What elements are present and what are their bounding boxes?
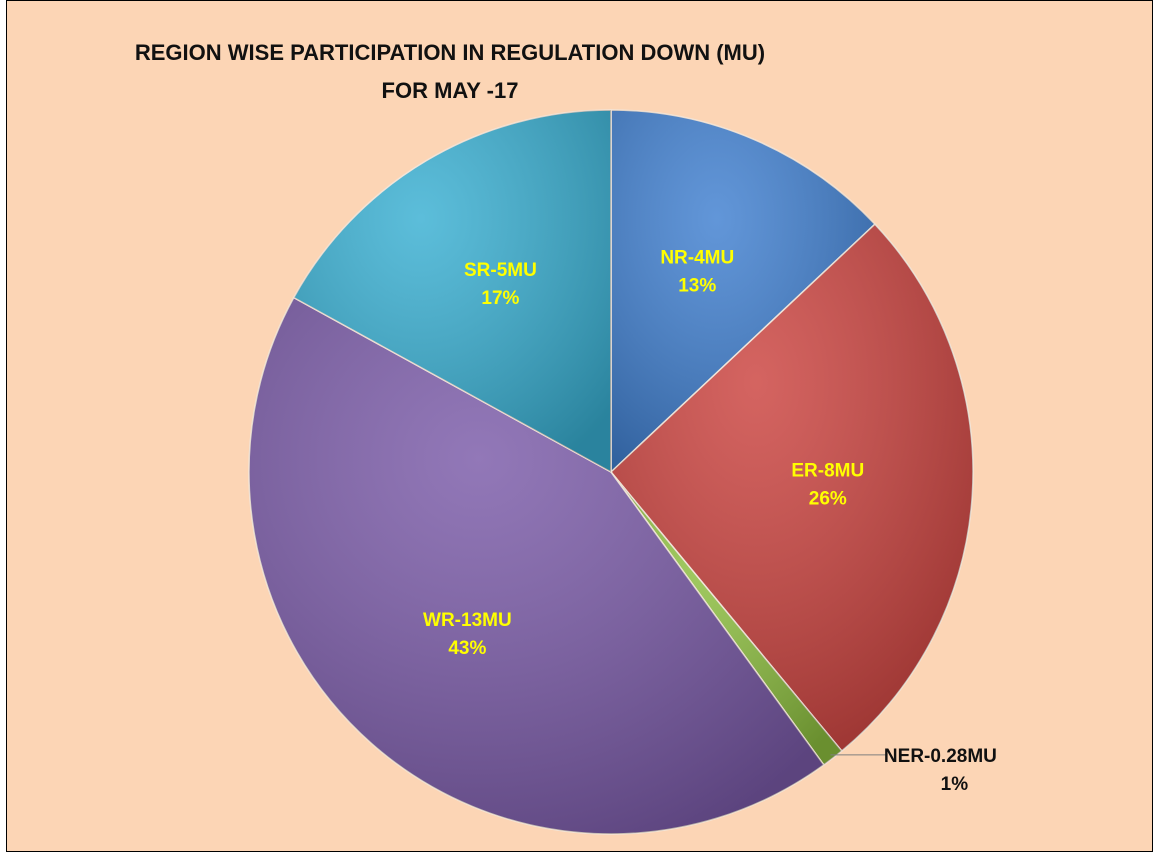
- slice-label: ER-8MU: [791, 461, 864, 482]
- slice-label: NR-4MU: [660, 248, 734, 269]
- slice-value-label: 26%: [809, 489, 847, 510]
- slice-label: SR-5MU: [464, 260, 537, 281]
- slice-label: WR-13MU: [423, 610, 512, 631]
- slice-label: NER-0.28MU: [884, 746, 997, 767]
- chart-title: REGION WISE PARTICIPATION IN REGULATION …: [134, 40, 766, 103]
- slice-value-label: 17%: [481, 288, 519, 309]
- slice-value-label: 13%: [678, 276, 716, 297]
- slice-value-label: 1%: [941, 774, 969, 795]
- slice-value-label: 43%: [448, 638, 486, 659]
